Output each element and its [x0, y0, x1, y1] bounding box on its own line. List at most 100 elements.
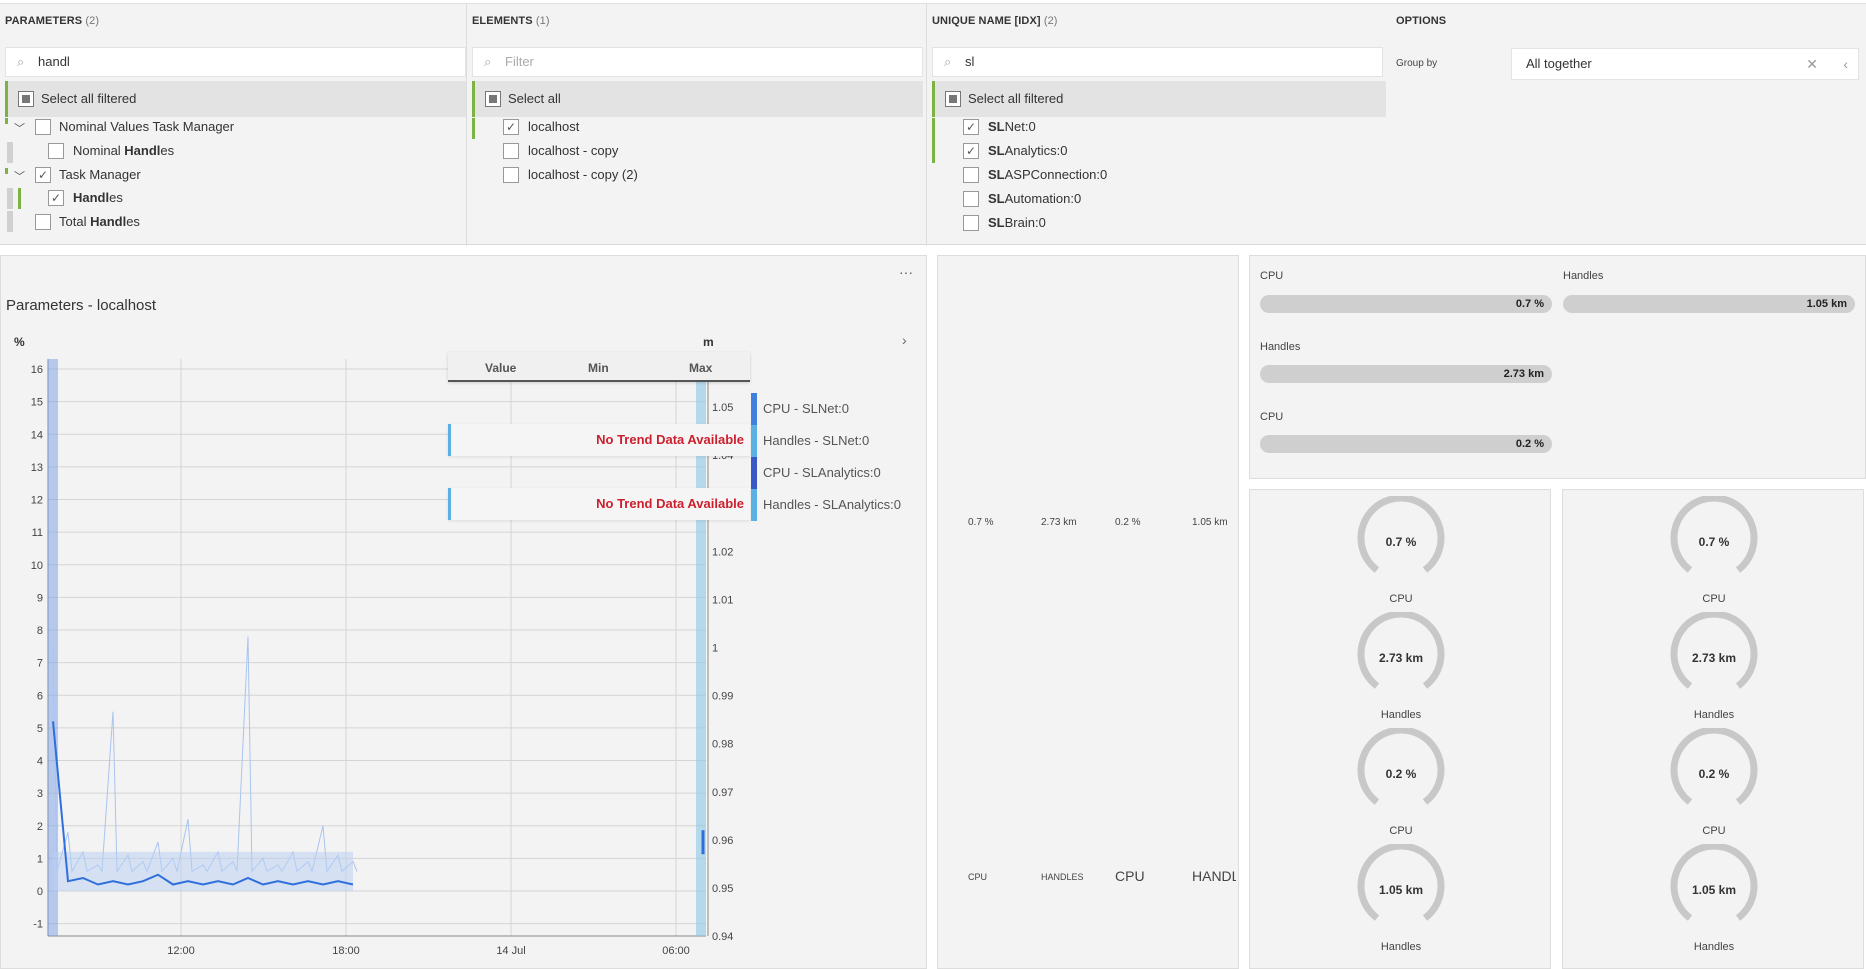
select-all-checkbox[interactable]	[18, 91, 34, 107]
tooltip-header: Value Min Max	[448, 352, 750, 382]
kpi-label: HANDLES	[1041, 872, 1084, 882]
y-left-tick-label: 6	[37, 690, 43, 702]
y-left-tick-label: 1	[37, 853, 43, 865]
element-checkbox[interactable]	[503, 119, 519, 135]
group-by-value: All together	[1526, 56, 1592, 71]
left-axis-unit: %	[14, 335, 25, 349]
elements-select-all[interactable]: Select all	[472, 81, 923, 117]
unique-name-item-slanalytics[interactable]: SLAnalytics:0	[988, 143, 1068, 158]
kpi-value: 1.05 km	[1192, 517, 1228, 528]
unique-name-search-input[interactable]: ⌕ sl	[932, 47, 1383, 77]
chevron-down-icon[interactable]: ﹀	[14, 171, 25, 183]
unique-name-select-all[interactable]: Select all filtered	[932, 81, 1386, 117]
y-left-tick-label: 0	[37, 886, 43, 898]
y-left-tick-label: 7	[37, 658, 43, 670]
element-checkbox[interactable]	[503, 167, 519, 183]
parameter-checkbox[interactable]	[48, 143, 64, 159]
gauge-value: 0.7 %	[1698, 535, 1730, 549]
gauge-panel-right: 0.7 % CPU 2.73 km Handles 0.2 % CPU 1.05 km Han…	[1562, 489, 1864, 969]
kpi-value: 0.7 %	[968, 517, 994, 528]
bar-label: Handles	[1260, 341, 1301, 353]
gauge-arc	[1670, 728, 1758, 805]
y-left-tick-label: 2	[37, 821, 43, 833]
gauge-value: 0.2 %	[1698, 767, 1730, 781]
gauge-value: 2.73 km	[1378, 651, 1424, 665]
select-all-checkbox[interactable]	[945, 91, 961, 107]
unique-name-checkbox[interactable]	[963, 215, 979, 231]
element-item-localhost[interactable]: localhost	[528, 119, 580, 134]
element-checkbox[interactable]	[503, 143, 519, 159]
unique-name-item-slbrain[interactable]: SLBrain:0	[988, 215, 1046, 230]
x-tick-label: 12:00	[167, 945, 195, 957]
y-left-tick-label: 3	[37, 788, 43, 800]
parameter-item-task-manager[interactable]: Task Manager	[59, 167, 141, 182]
gauge-label: CPU	[1389, 593, 1413, 605]
bar-panel: CPU 0.7 % Handles 1.05 km Handles 2.73 k…	[1249, 255, 1866, 479]
parameter-item-nominal-handles[interactable]: Nominal Handles	[73, 143, 175, 158]
elements-search-input[interactable]: ⌕ Filter	[472, 47, 923, 77]
parameter-checkbox[interactable]	[35, 214, 51, 230]
chevron-down-icon[interactable]: ﹀	[14, 123, 25, 135]
parameters-search-value: handl	[38, 54, 70, 69]
series-line	[52, 636, 358, 874]
gauge-label: Handles	[1380, 709, 1422, 721]
chevron-left-icon[interactable]: ‹	[1843, 56, 1848, 72]
y-left-tick-label: 14	[31, 429, 43, 441]
more-options-icon[interactable]: ···	[899, 264, 913, 280]
legend-item[interactable]: CPU - SLNet:0	[751, 393, 849, 425]
selection-indicator	[472, 118, 475, 139]
gauge-value: 2.73 km	[1691, 651, 1737, 665]
parameters-select-all[interactable]: Select all filtered	[5, 81, 466, 117]
legend-item[interactable]: Handles - SLNet:0	[751, 425, 869, 457]
legend-item[interactable]: Handles - SLAnalytics:0	[751, 489, 901, 521]
gauge-arc	[1670, 612, 1758, 689]
gauge-panel-left: 0.7 % CPU 2.73 km Handles 0.2 % CPU 1.05 km Han…	[1249, 489, 1551, 969]
gauge-arc	[1357, 496, 1445, 573]
unique-name-checkbox[interactable]	[963, 191, 979, 207]
parameters-panel: PARAMETERS (2) ⌕ handl Select all filter…	[0, 4, 466, 246]
group-by-select[interactable]: All together ✕ ‹	[1511, 48, 1859, 80]
y-right-tick-label: 1	[712, 643, 718, 655]
kpi-label: HANDL	[1192, 868, 1236, 884]
unique-name-checkbox[interactable]	[963, 143, 979, 159]
parameter-checkbox[interactable]	[35, 119, 51, 135]
unique-name-checkbox[interactable]	[963, 119, 979, 135]
parameter-item-nominal-values-task-manager[interactable]: Nominal Values Task Manager	[59, 119, 235, 134]
unique-name-item-slnet[interactable]: SLNet:0	[988, 119, 1036, 134]
bar: 0.2 %	[1260, 435, 1552, 453]
parameter-checkbox[interactable]	[48, 190, 64, 206]
parameter-checkbox[interactable]	[35, 167, 51, 183]
parameters-search-input[interactable]: ⌕ handl	[5, 47, 466, 77]
parameter-item-total-handles[interactable]: Total Handles	[59, 214, 140, 229]
parameter-item-handles[interactable]: Handles	[73, 190, 123, 205]
clear-icon[interactable]: ✕	[1806, 56, 1818, 72]
unique-name-item-slaspconnection[interactable]: SLASPConnection:0	[988, 167, 1108, 182]
x-tick-label: 14 Jul	[496, 945, 525, 957]
select-all-label: Select all filtered	[41, 91, 137, 106]
group-by-label: Group by	[1396, 58, 1438, 69]
legend-color-mark	[751, 489, 757, 521]
unique-name-item-slautomation[interactable]: SLAutomation:0	[988, 191, 1082, 206]
y-left-tick-label: 13	[31, 462, 43, 474]
unique-name-checkbox[interactable]	[963, 167, 979, 183]
select-all-checkbox[interactable]	[485, 91, 501, 107]
element-item-localhost-copy[interactable]: localhost - copy	[528, 143, 619, 158]
search-icon: ⌕	[944, 54, 952, 69]
selection-indicator	[932, 118, 935, 163]
chevron-right-icon[interactable]: ›	[902, 332, 907, 348]
legend-item[interactable]: CPU - SLAnalytics:0	[751, 457, 881, 489]
y-right-tick-label: 1.05	[712, 402, 733, 414]
kpi-panel: 0.7 % 2.73 km 0.2 % 1.05 km CPU HANDLES …	[937, 255, 1239, 969]
gauge-arc	[1357, 728, 1445, 805]
element-item-localhost-copy-2[interactable]: localhost - copy (2)	[528, 167, 638, 182]
gauge-label: CPU	[1389, 825, 1413, 837]
gauge-ring	[1670, 612, 1758, 689]
gauge-label: CPU	[1702, 825, 1726, 837]
tooltip-col-max: Max	[689, 361, 713, 375]
parameters-title: PARAMETERS (2)	[5, 15, 99, 27]
tree-indent	[7, 211, 13, 232]
gauge-value: 0.7 %	[1385, 535, 1417, 549]
y-left-tick-label: 10	[31, 560, 43, 572]
gauge-arc	[1670, 844, 1758, 921]
